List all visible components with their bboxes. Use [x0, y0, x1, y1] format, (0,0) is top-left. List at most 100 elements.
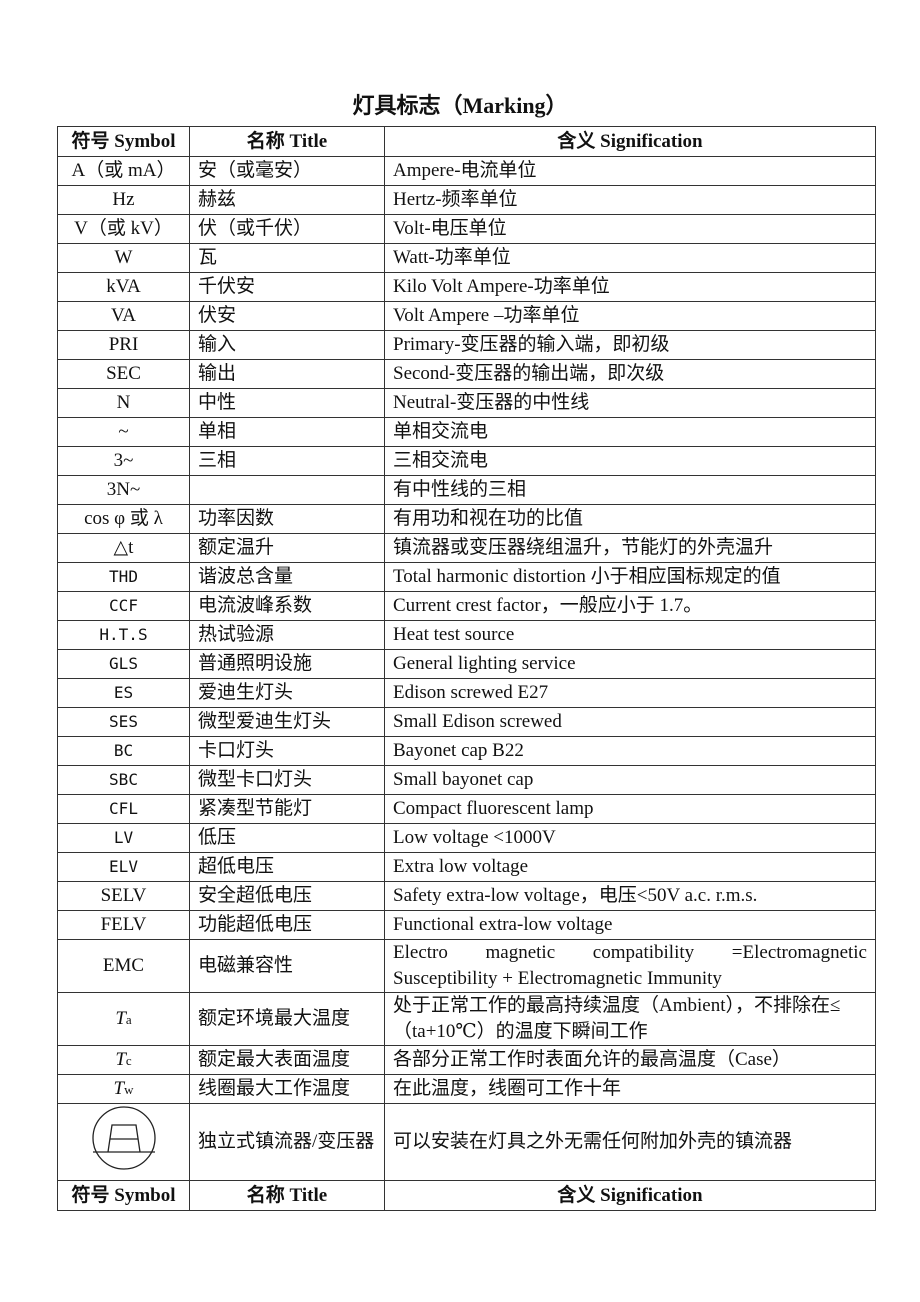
signification-cell: Kilo Volt Ampere-功率单位	[384, 272, 876, 302]
signification-cell: 各部分正常工作时表面允许的最高温度（Case）	[384, 1045, 876, 1075]
table-row: ELV 超低电压 Extra low voltage	[57, 852, 876, 882]
independent-ballast-symbol-icon	[91, 1106, 156, 1170]
table-row: FELV 功能超低电压 Functional extra-low voltage	[57, 910, 876, 940]
title-cell: 赫兹	[189, 185, 385, 215]
symbol-text: LV	[113, 828, 134, 847]
title-cell: 千伏安	[189, 272, 385, 302]
table-row: Tc 额定最大表面温度 各部分正常工作时表面允许的最高温度（Case）	[57, 1045, 876, 1075]
title-cell	[189, 475, 385, 505]
symbol-cell: W	[57, 243, 190, 273]
title-cell: 功率因数	[189, 504, 385, 534]
symbol-text: ES	[113, 683, 134, 702]
symbol-text: CCF	[109, 596, 138, 615]
title-cell: 功能超低电压	[189, 910, 385, 940]
title-cell: 瓦	[189, 243, 385, 273]
symbol-text: T	[115, 1007, 126, 1029]
symbol-text: EMC	[102, 955, 145, 976]
table-row: 3~ 三相 三相交流电	[57, 446, 876, 476]
title-cell: 额定最大表面温度	[189, 1045, 385, 1075]
title-cell: 电流波峰系数	[189, 591, 385, 621]
symbol-cell: GLS	[57, 649, 190, 679]
page-title: 灯具标志（Marking）	[352, 93, 568, 118]
symbol-text: 3~	[113, 450, 134, 471]
symbol-text: Hz	[112, 189, 135, 210]
table-row: △t 额定温升 镇流器或变压器绕组温升，节能灯的外壳温升	[57, 533, 876, 563]
signification-cell: Ampere-电流单位	[384, 156, 876, 186]
symbol-cell: Hz	[57, 185, 190, 215]
symbol-cell: N	[57, 388, 190, 418]
title-cell: 安（或毫安）	[189, 156, 385, 186]
table-row: W 瓦 Watt-功率单位	[57, 243, 876, 273]
symbol-text: 3N~	[106, 479, 141, 500]
header-symbol: 符号 Symbol	[57, 126, 190, 157]
symbol-cell: kVA	[57, 272, 190, 302]
title-cell: 伏（或千伏）	[189, 214, 385, 244]
signification-cell: Heat test source	[384, 620, 876, 650]
symbol-cell: LV	[57, 823, 190, 853]
title-cell: 电磁兼容性	[189, 939, 385, 993]
table-row: ES 爱迪生灯头 Edison screwed E27	[57, 678, 876, 708]
signification-cell: Extra low voltage	[384, 852, 876, 882]
symbol-text: V（或 kV）	[74, 218, 173, 239]
symbol-cell: EMC	[57, 939, 190, 993]
signification-cell: Volt Ampere –功率单位	[384, 301, 876, 331]
symbol-cell: Ta	[57, 992, 190, 1046]
table-row: ~ 单相 单相交流电	[57, 417, 876, 447]
symbol-text: VA	[111, 305, 136, 326]
symbol-subscript: a	[125, 1011, 132, 1027]
title-cell: 线圈最大工作温度	[189, 1074, 385, 1104]
table-row: GLS 普通照明设施 General lighting service	[57, 649, 876, 679]
title-cell: 卡口灯头	[189, 736, 385, 766]
signification-cell: 有用功和视在功的比值	[384, 504, 876, 534]
title-cell: 输出	[189, 359, 385, 389]
symbol-text: SES	[109, 712, 138, 731]
table-row: 独立式镇流器/变压器 可以安装在灯具之外无需任何附加外壳的镇流器	[57, 1103, 876, 1181]
symbol-text: △t	[113, 537, 134, 558]
symbol-text: T	[113, 1077, 125, 1099]
title-cell: 额定环境最大温度	[189, 992, 385, 1046]
table-row: 3N~ 有中性线的三相	[57, 475, 876, 505]
marking-table: 符号 Symbol 名称 Title 含义 Signification A（或 …	[57, 126, 876, 1211]
table-row: V（或 kV） 伏（或千伏） Volt-电压单位	[57, 214, 876, 244]
symbol-cell: ~	[57, 417, 190, 447]
table-row: PRI 输入 Primary-变压器的输入端，即初级	[57, 330, 876, 360]
table-row: SEC 输出 Second-变压器的输出端，即次级	[57, 359, 876, 389]
symbol-text: BC	[113, 741, 134, 760]
signification-cell: Low voltage <1000V	[384, 823, 876, 853]
symbol-cell: CFL	[57, 794, 190, 824]
symbol-text: H.T.S	[99, 625, 148, 644]
signification-cell: 单相交流电	[384, 417, 876, 447]
symbol-text: PRI	[108, 334, 139, 355]
title-cell: 微型卡口灯头	[189, 765, 385, 795]
table-row: A（或 mA） 安（或毫安） Ampere-电流单位	[57, 156, 876, 186]
symbol-cell: BC	[57, 736, 190, 766]
title-cell: 安全超低电压	[189, 881, 385, 911]
symbol-cell: A（或 mA）	[57, 156, 190, 186]
table-row: Hz 赫兹 Hertz-频率单位	[57, 185, 876, 215]
symbol-cell: ES	[57, 678, 190, 708]
signification-cell: Small Edison screwed	[384, 707, 876, 737]
title-cell: 输入	[189, 330, 385, 360]
symbol-cell: CCF	[57, 591, 190, 621]
title-cell: 额定温升	[189, 533, 385, 563]
signification-cell: Current crest factor，一般应小于 1.7。	[384, 591, 876, 621]
symbol-subscript: c	[125, 1052, 132, 1068]
table-row: CFL 紧凑型节能灯 Compact fluorescent lamp	[57, 794, 876, 824]
table-row: Tw 线圈最大工作温度 在此温度，线圈可工作十年	[57, 1074, 876, 1104]
table-row: VA 伏安 Volt Ampere –功率单位	[57, 301, 876, 331]
signification-cell: Hertz-频率单位	[384, 185, 876, 215]
symbol-cell: SELV	[57, 881, 190, 911]
signification-cell: General lighting service	[384, 649, 876, 679]
symbol-text: ~	[118, 421, 129, 442]
symbol-text: A（或 mA）	[71, 160, 176, 181]
footer-signification: 含义 Signification	[384, 1180, 876, 1211]
symbol-subscript: w	[124, 1081, 134, 1097]
symbol-cell: VA	[57, 301, 190, 331]
signification-cell: Total harmonic distortion 小于相应国标规定的值	[384, 562, 876, 592]
table-row: H.T.S 热试验源 Heat test source	[57, 620, 876, 650]
signification-cell: 可以安装在灯具之外无需任何附加外壳的镇流器	[384, 1103, 876, 1181]
table-row: LV 低压 Low voltage <1000V	[57, 823, 876, 853]
footer-symbol: 符号 Symbol	[57, 1180, 190, 1211]
title-cell: 独立式镇流器/变压器	[189, 1103, 385, 1181]
table-row: CCF 电流波峰系数 Current crest factor，一般应小于 1.7。	[57, 591, 876, 621]
